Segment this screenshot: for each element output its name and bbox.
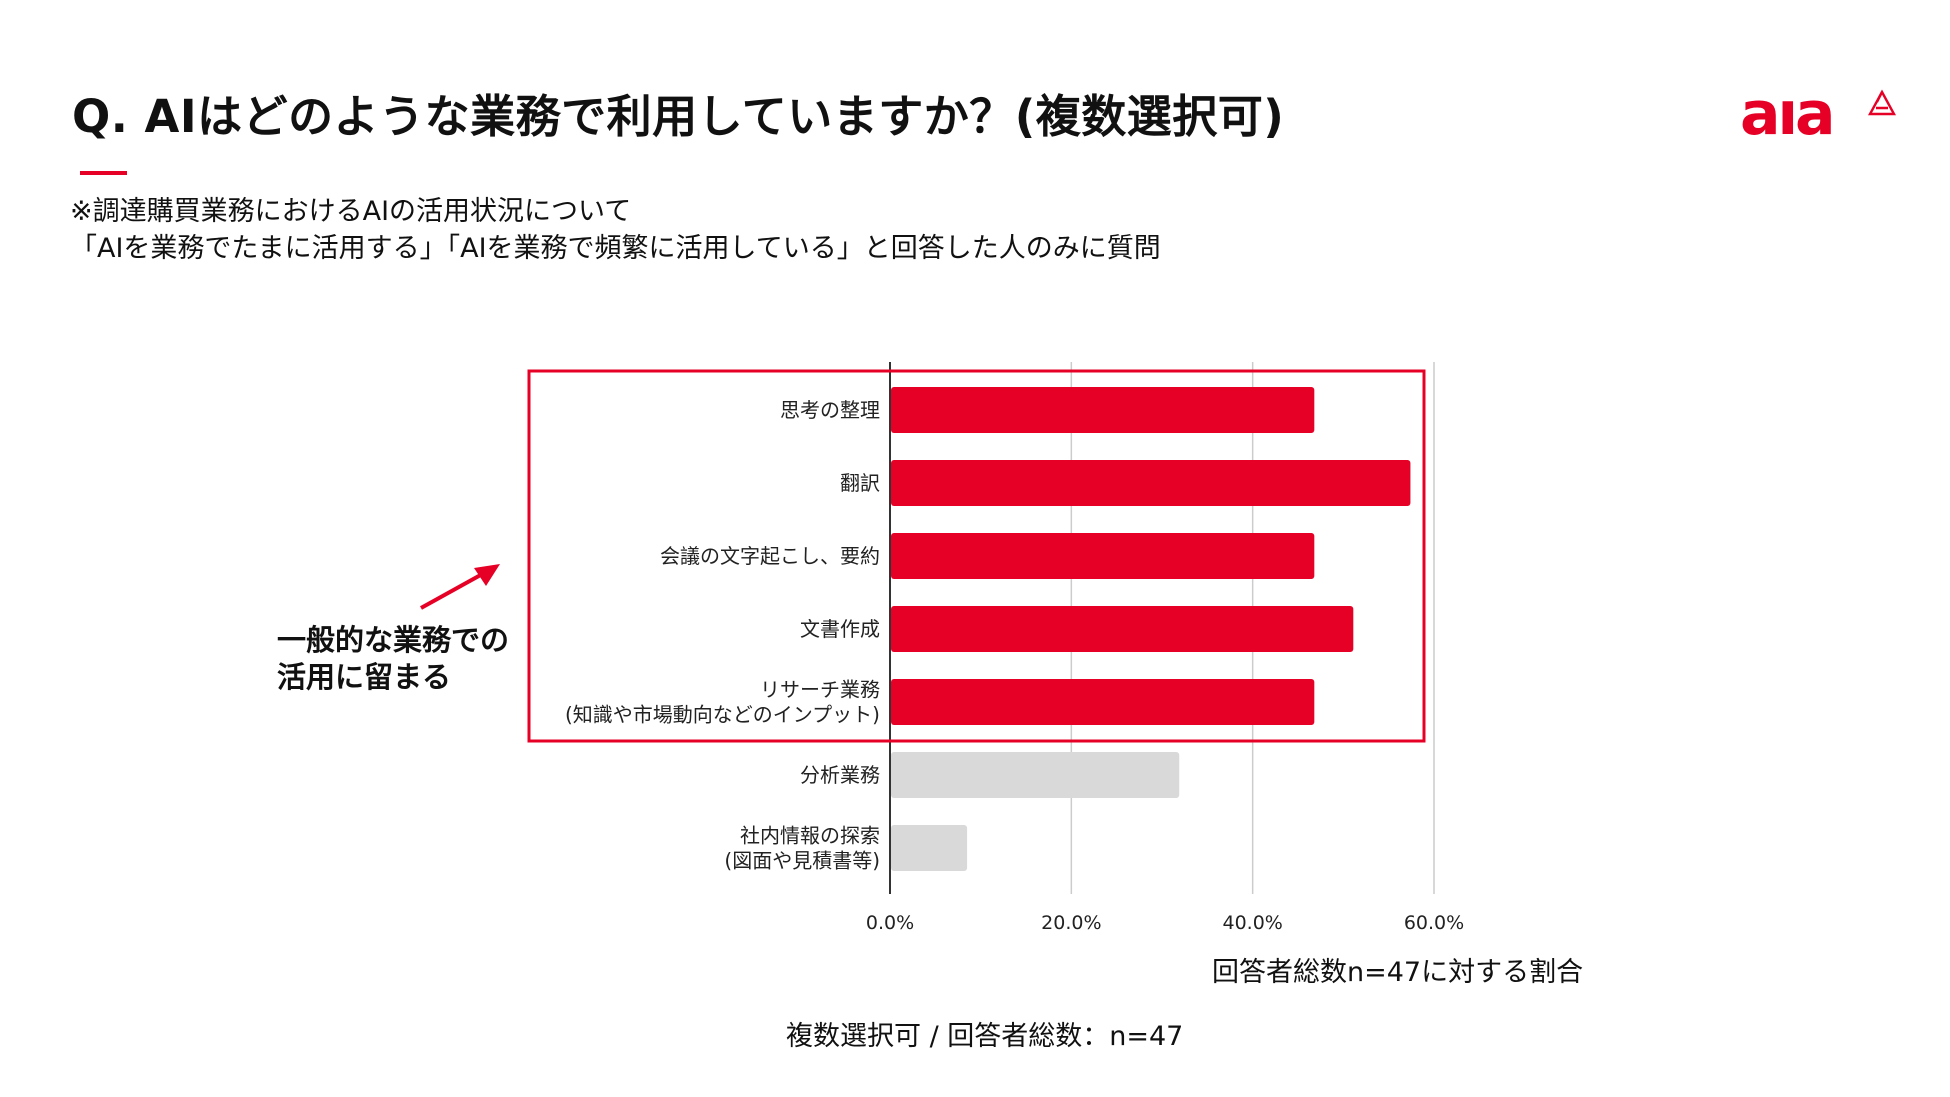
x-tick-label: 60.0% <box>1404 912 1464 934</box>
highlight-box <box>527 369 1426 743</box>
bar <box>891 825 968 871</box>
bar <box>891 533 1315 579</box>
category-label: (図面や見積書等) <box>724 849 880 873</box>
category-label: 思考の整理 <box>780 398 880 422</box>
footer-note: 複数選択可 / 回答者総数：n=47 <box>786 1021 1184 1052</box>
callout-line-2: 活用に留まる <box>277 660 452 694</box>
note-line-1: ※調達購買業務におけるAIの活用状況について <box>70 196 632 227</box>
note-line-2: 「AIを業務でたまに活用する」「AIを業務で頻繁に活用している」と回答した人のみ… <box>70 233 1161 264</box>
x-axis-label: 回答者総数n=47に対する割合 <box>1212 957 1584 988</box>
bar <box>891 606 1354 652</box>
page-title: Q. AIはどのような業務で利用していますか？(複数選択可) <box>72 90 1285 143</box>
category-label: 社内情報の探索 <box>740 824 880 848</box>
bar <box>891 752 1180 798</box>
callout-line-1: 一般的な業務での <box>277 623 510 657</box>
bar <box>891 387 1315 433</box>
category-label: リサーチ業務 <box>760 678 880 702</box>
bar <box>891 460 1411 506</box>
survey-note: ※調達購買業務におけるAIの活用状況について 「AIを業務でたまに活用する」「A… <box>70 193 1161 267</box>
accent-line <box>80 171 127 175</box>
x-tick-label: 20.0% <box>1041 912 1101 934</box>
category-label: (知識や市場動向などのインプット) <box>565 703 880 727</box>
category-label: 文書作成 <box>800 617 880 641</box>
callout-arrow <box>420 564 500 610</box>
x-tick-label: 40.0% <box>1222 912 1282 934</box>
category-label: 会議の文字起こし、要約 <box>660 544 880 568</box>
bar <box>891 679 1315 725</box>
aia-logo: aıa <box>1740 84 1897 144</box>
x-tick-label: 0.0% <box>866 912 914 934</box>
category-label: 翻訳 <box>840 471 880 495</box>
svg-text:aıa: aıa <box>1740 84 1833 144</box>
category-label: 分析業務 <box>800 763 880 787</box>
callout-text: 一般的な業務での 活用に留まる <box>277 622 509 696</box>
